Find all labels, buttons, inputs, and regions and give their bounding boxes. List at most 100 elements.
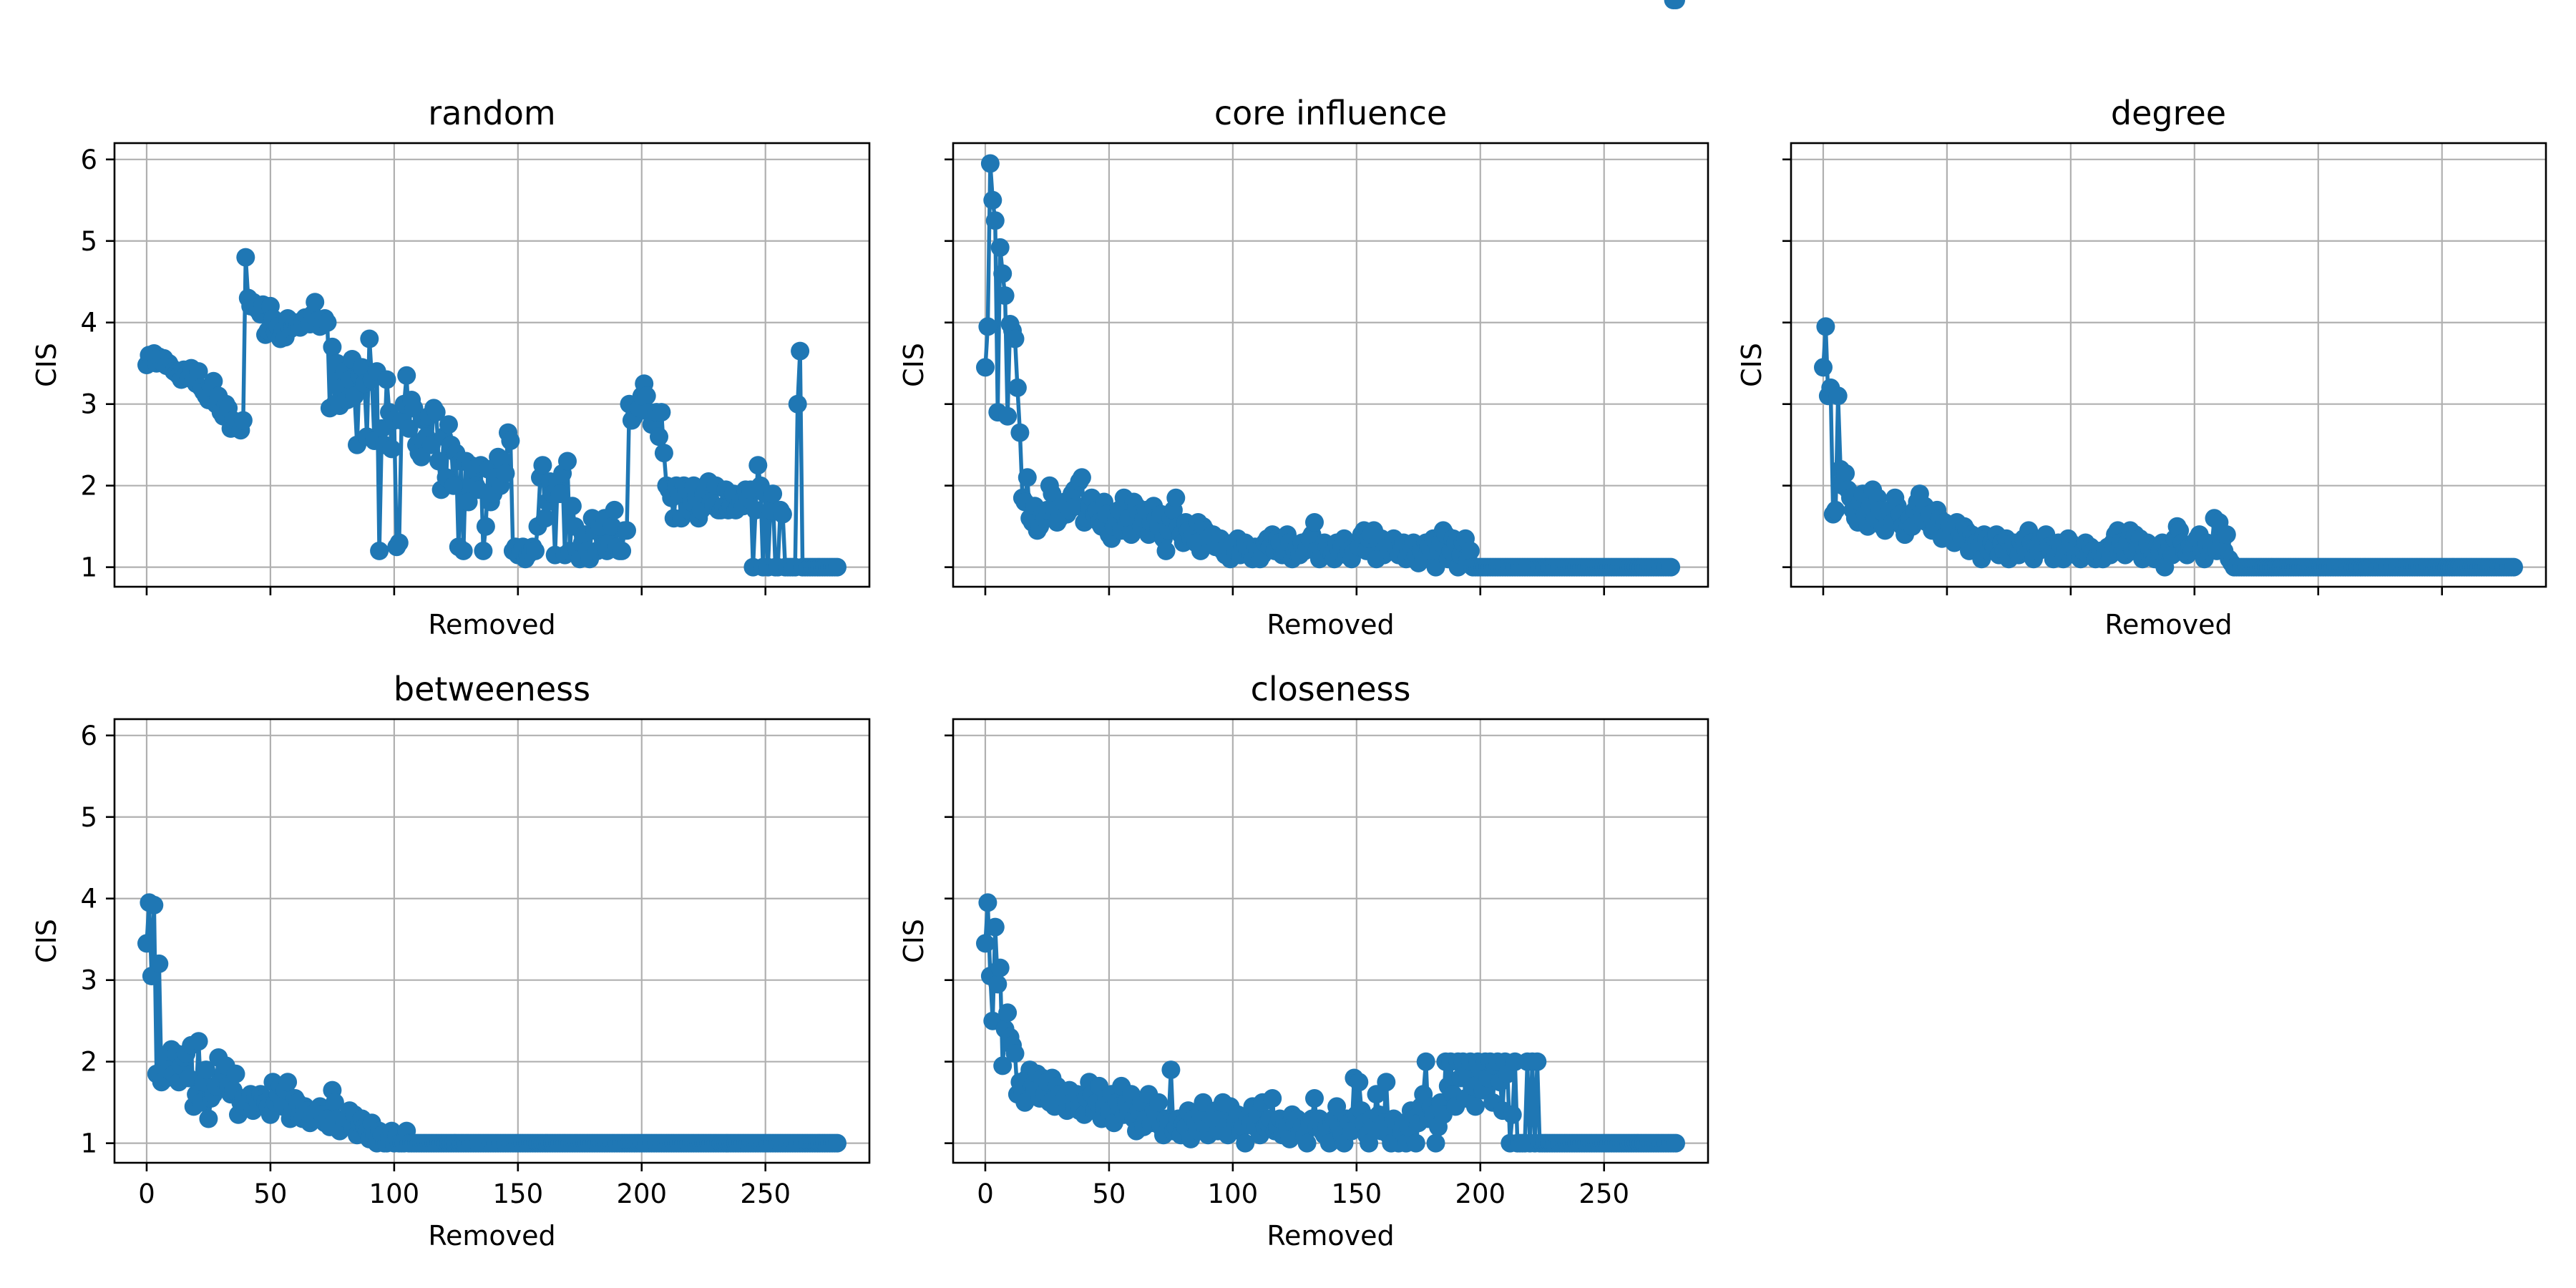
data-point [2217,525,2236,545]
data-point [746,500,765,519]
data-point [995,286,1015,306]
data-point [1263,1089,1282,1108]
data-point [1360,1133,1379,1153]
data-point [993,1056,1013,1075]
x-axis-label: Removed [2104,609,2232,640]
data-point [150,954,169,973]
data-point [654,444,673,463]
data-point [978,317,997,336]
data-point [1426,1133,1445,1153]
data-point [278,1073,298,1092]
data-point [233,411,253,430]
y-tick-label: 1 [80,1128,97,1159]
data-point [562,497,582,516]
data-point [476,517,495,536]
data-point [226,1064,245,1083]
data-point [1297,1133,1317,1153]
x-tick-label: 150 [493,1179,544,1209]
data-point [323,337,342,356]
subplot-random: random Removed CIS 1 2 3 4 5 6 [31,94,871,640]
data-point [1149,1093,1169,1112]
data-point [998,1003,1018,1023]
data-point [325,1093,344,1112]
data-point [1156,541,1176,560]
x-tick-label: 0 [138,1179,155,1209]
data-point [399,419,419,438]
data-point [652,403,671,422]
data-point [1828,386,1848,406]
axes-frame [113,142,871,588]
y-tick-label: 2 [80,471,97,502]
data-point [204,371,223,391]
data-point [978,893,997,912]
y-axis-label: CIS [31,919,62,963]
data-point [1667,1133,1685,1153]
data-point [998,406,1018,426]
data-point [1161,1060,1181,1080]
data-point [993,264,1013,283]
subplot-title: closeness [1251,670,1411,708]
data-point [1005,1044,1025,1063]
y-axis-label: CIS [1736,343,1767,387]
data-point [650,427,668,447]
y-tick-label: 4 [80,884,97,914]
data-point [189,362,208,381]
series-markers [976,0,1685,577]
x-axis-label: Removed [428,1220,555,1252]
y-tick-label: 6 [80,721,97,751]
data-point [439,415,458,434]
data-point [773,504,792,524]
data-point [501,431,520,450]
y-axis-label: CIS [898,919,930,963]
data-point [1465,1097,1485,1116]
data-point [1667,0,1685,9]
axes-frame [952,142,1709,588]
subplot-title: degree [2111,94,2226,132]
data-point [1826,500,1845,519]
data-point [189,1032,208,1051]
data-point [613,541,632,560]
data-point [444,476,463,495]
x-tick-label: 200 [1455,1179,1506,1209]
data-point [828,557,847,577]
data-point [618,521,636,540]
data-point [605,500,624,519]
x-tick-label: 100 [369,1179,420,1209]
y-tick-label: 3 [80,389,97,420]
data-point [1814,358,1833,377]
data-point [360,329,379,348]
data-point [1836,464,1855,483]
subplot-title: random [428,94,555,132]
data-point [199,1109,218,1128]
data-point [382,439,401,459]
data-point [197,1060,215,1080]
data-point [2504,557,2523,577]
subplot-title: betweeness [394,670,590,708]
data-point [1236,1133,1255,1153]
data-point [496,464,515,483]
subplot-core-influence: core influence Removed CIS [898,0,1709,640]
data-point [474,541,493,560]
subplot-degree: degree Removed CIS [1736,94,2547,640]
data-point [1503,1105,1522,1124]
series-markers [1814,317,2523,577]
y-axis-label: CIS [898,343,930,387]
data-point [145,895,164,914]
data-point [985,211,1005,230]
data-point [990,958,1010,977]
data-point [985,917,1005,937]
data-point [1350,1073,1369,1092]
data-point [1018,468,1037,487]
subplot-title: core influence [1214,94,1447,132]
x-tick-label: 250 [1579,1179,1629,1209]
data-point [1416,1052,1435,1071]
data-point [558,452,577,471]
subplot-betweeness: betweeness Removed CIS 0 50 100 150 200 250 1 2… [31,670,871,1252]
y-tick-label: 2 [80,1047,97,1078]
data-point [983,190,1002,210]
data-point [1528,1052,1547,1071]
series-markers [137,893,847,1153]
x-tick-label: 50 [1092,1179,1126,1209]
y-tick-label: 3 [80,965,97,996]
